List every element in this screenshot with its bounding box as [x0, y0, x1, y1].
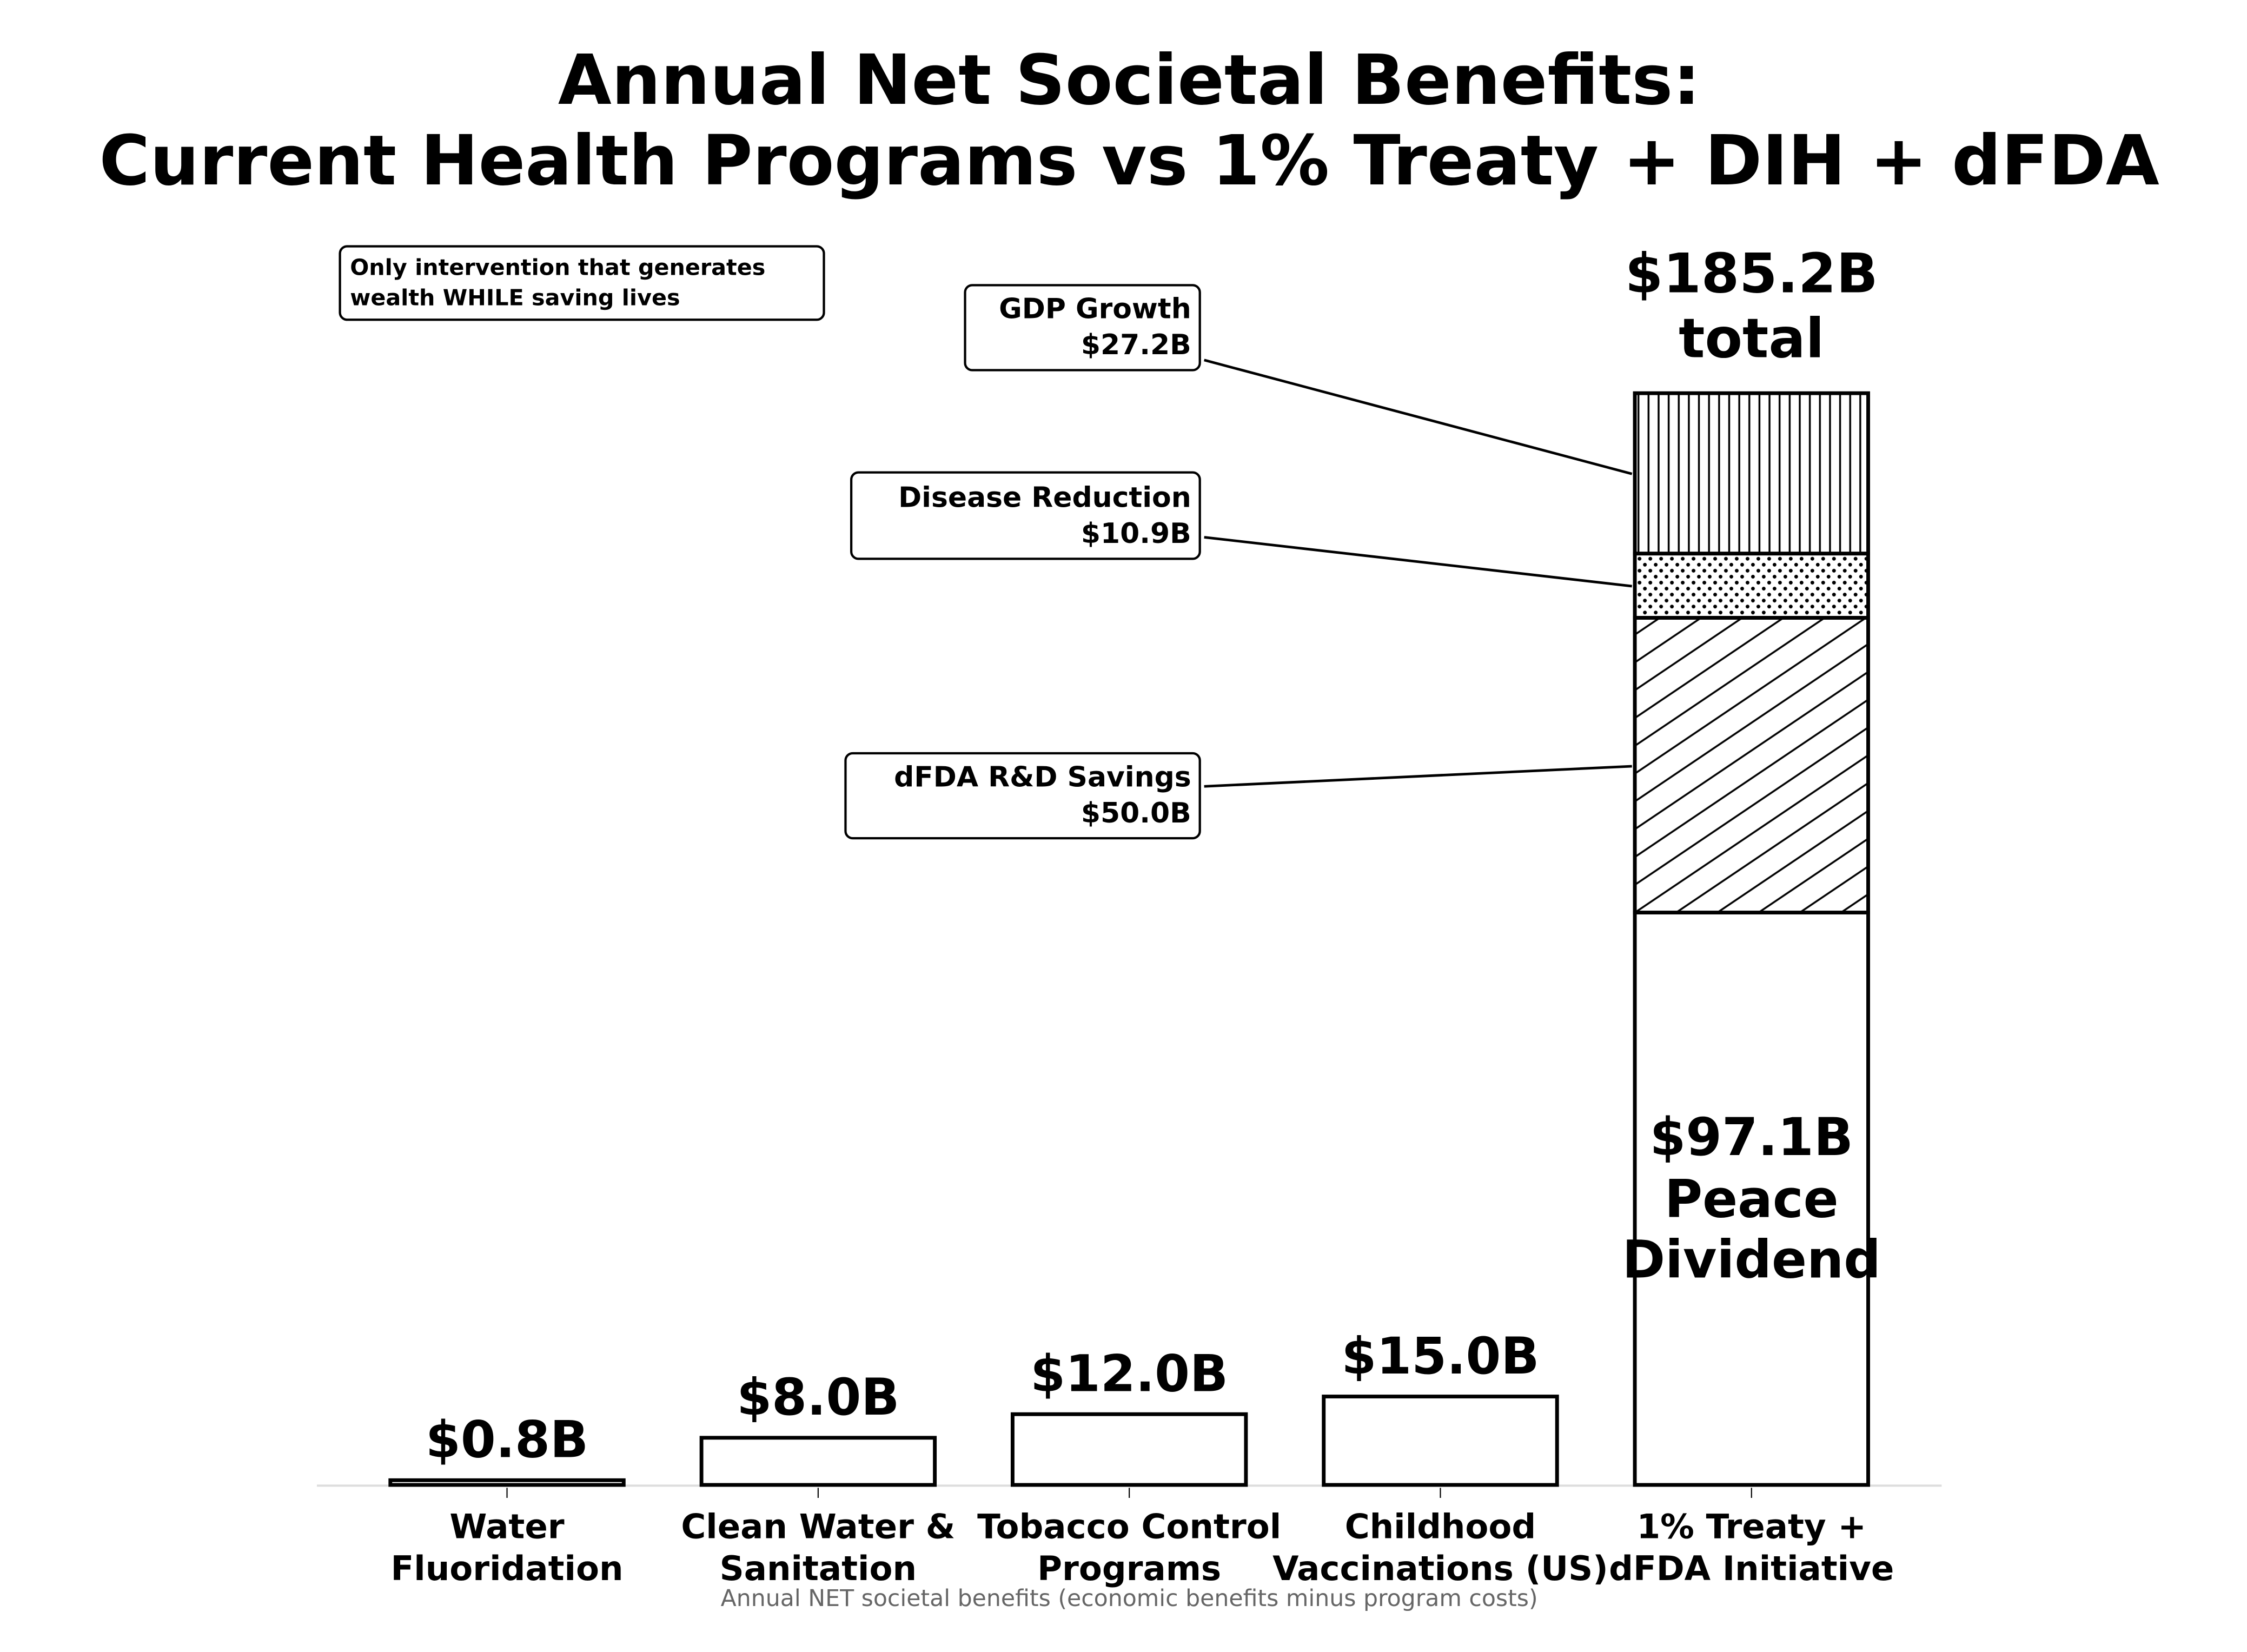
x-tick-label: Sanitation	[720, 1549, 917, 1588]
annotation-dfda-rd-savings: dFDA R&D Savings $50.0B	[844, 752, 1632, 840]
x-tick-label: Vaccinations (US)	[1272, 1549, 1608, 1588]
bar-segment-dfda-r-d-savings	[1633, 616, 1870, 914]
x-tick-label: Fluoridation	[391, 1549, 624, 1588]
x-tick-label: Childhood	[1345, 1507, 1536, 1547]
annotation-value: $50.0B	[1081, 797, 1191, 830]
x-tick-label: Programs	[1037, 1549, 1221, 1588]
bars-group	[388, 391, 1870, 1487]
chart-title-line2: Current Health Programs vs 1% Treaty + D…	[99, 121, 2159, 201]
total-label-line2: total	[1679, 307, 1824, 370]
annotation-title: Disease Reduction	[898, 482, 1191, 514]
bar-segment-peace-dividend	[1633, 911, 1870, 1487]
peace-label-line1: $97.1B	[1650, 1107, 1853, 1167]
annotation-disease-reduction: Disease Reduction $10.9B	[850, 471, 1632, 588]
x-tick-label: 1% Treaty +	[1637, 1507, 1866, 1547]
bar-segment-gdp-growth	[1633, 391, 1870, 556]
annotation-gdp-growth: GDP Growth $27.2B	[964, 284, 1633, 475]
bar-segment-disease-reduction	[1633, 552, 1870, 620]
annotation-title: dFDA R&D Savings	[894, 761, 1191, 793]
peace-label-line3: Dividend	[1622, 1229, 1881, 1290]
annotation-value: $10.9B	[1081, 518, 1191, 550]
value-label: $8.0B	[737, 1368, 899, 1427]
value-label: $12.0B	[1030, 1344, 1228, 1403]
note-line1: Only intervention that generates	[350, 255, 765, 281]
x-tick-label: dFDA Initiative	[1609, 1549, 1894, 1588]
bar	[1322, 1395, 1559, 1487]
annotation-value: $27.2B	[1081, 329, 1191, 361]
chart-title-line1: Annual Net Societal Benefits:	[558, 40, 1701, 121]
x-tick-label: Water	[449, 1507, 564, 1547]
annotation-title: GDP Growth	[999, 293, 1191, 326]
value-label: $0.8B	[426, 1410, 588, 1469]
x-tick-label: Clean Water &	[681, 1507, 955, 1547]
note-box: Only intervention that generates wealth …	[339, 245, 825, 321]
value-label: $15.0B	[1342, 1326, 1540, 1385]
total-label-line1: $185.2B	[1625, 242, 1878, 306]
bar	[388, 1478, 626, 1487]
bar	[1010, 1412, 1248, 1487]
bar	[699, 1436, 937, 1487]
x-axis-label: Annual NET societal benefits (economic b…	[721, 1585, 1538, 1612]
x-tick-label: Tobacco Control	[977, 1507, 1281, 1547]
peace-label-line2: Peace	[1665, 1169, 1839, 1230]
note-line2: wealth WHILE saving lives	[350, 285, 680, 311]
